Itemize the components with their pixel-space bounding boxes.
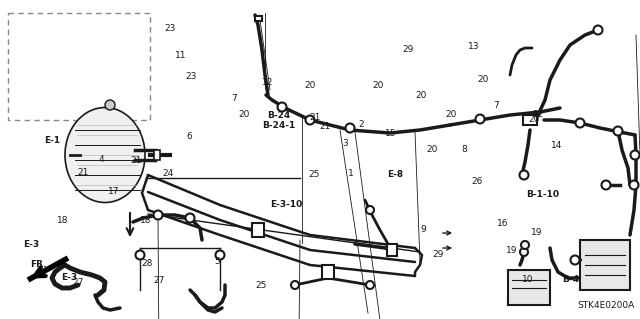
Text: 8: 8 (461, 145, 467, 154)
Bar (387, 244, 397, 256)
Circle shape (186, 213, 195, 222)
Text: 20: 20 (415, 91, 427, 100)
Text: FR.: FR. (30, 260, 47, 269)
Text: 29: 29 (403, 45, 414, 54)
Circle shape (154, 211, 163, 219)
Circle shape (305, 115, 314, 124)
Text: 7: 7 (493, 101, 499, 110)
Text: 21: 21 (131, 156, 142, 165)
Text: 12: 12 (262, 78, 273, 87)
Text: E-1: E-1 (44, 136, 61, 145)
Bar (8, 13, 150, 120)
Bar (154, 150, 160, 160)
Text: B-24-1: B-24-1 (262, 121, 295, 130)
Text: 3: 3 (343, 139, 348, 148)
Bar (580, 240, 630, 290)
Text: 18: 18 (140, 216, 152, 225)
Text: 22: 22 (532, 110, 543, 119)
Text: 11: 11 (175, 51, 186, 60)
Circle shape (346, 123, 355, 132)
Text: 28: 28 (141, 259, 153, 268)
Circle shape (366, 206, 374, 214)
Text: 9: 9 (421, 225, 426, 234)
Bar (322, 265, 334, 279)
Text: 18: 18 (57, 216, 68, 225)
Text: 27: 27 (72, 278, 84, 287)
Text: 20: 20 (372, 81, 383, 90)
Text: B-1-10: B-1-10 (526, 190, 559, 199)
Text: 20: 20 (239, 110, 250, 119)
Text: 23: 23 (185, 72, 196, 81)
Text: 2: 2 (359, 120, 364, 129)
Text: 15: 15 (385, 130, 396, 138)
Text: 19: 19 (531, 228, 542, 237)
Circle shape (602, 181, 611, 189)
Text: 5: 5 (215, 257, 220, 266)
Text: 21: 21 (309, 113, 321, 122)
Circle shape (291, 281, 299, 289)
Text: B-24: B-24 (267, 111, 290, 120)
Bar (252, 223, 264, 237)
Text: 10: 10 (522, 275, 534, 284)
Text: 27: 27 (153, 276, 164, 285)
Text: 25: 25 (308, 170, 319, 179)
Ellipse shape (65, 108, 145, 203)
Text: STK4E0200A: STK4E0200A (578, 301, 635, 310)
Text: 25: 25 (255, 281, 267, 290)
Circle shape (366, 281, 374, 289)
Circle shape (520, 248, 528, 256)
Text: B-4: B-4 (563, 275, 579, 284)
Text: 20: 20 (445, 110, 457, 119)
Circle shape (570, 256, 579, 264)
Text: 29: 29 (433, 250, 444, 259)
Circle shape (105, 100, 115, 110)
Text: E-3-10: E-3-10 (271, 200, 303, 209)
Circle shape (575, 118, 584, 128)
Bar (508, 270, 550, 305)
Text: 14: 14 (551, 141, 563, 150)
Circle shape (216, 250, 225, 259)
Bar (255, 16, 262, 20)
Circle shape (278, 102, 287, 112)
Circle shape (614, 127, 623, 136)
Circle shape (136, 250, 145, 259)
Text: 20: 20 (426, 145, 438, 154)
Text: 21: 21 (319, 122, 331, 130)
Text: E-3: E-3 (22, 241, 39, 249)
Bar (523, 115, 537, 125)
Text: E-3: E-3 (61, 273, 77, 282)
Text: 7: 7 (231, 94, 236, 103)
Circle shape (593, 26, 602, 34)
Text: 20: 20 (529, 115, 540, 124)
Text: 24: 24 (162, 169, 173, 178)
Text: 1: 1 (348, 169, 353, 178)
Text: 19: 19 (506, 246, 518, 255)
Circle shape (630, 151, 639, 160)
Text: 13: 13 (468, 42, 479, 51)
Text: 16: 16 (497, 219, 508, 228)
Text: 17: 17 (108, 187, 120, 196)
Text: E-8: E-8 (387, 170, 404, 179)
Text: 26: 26 (471, 177, 483, 186)
Text: 20: 20 (477, 75, 489, 84)
Circle shape (521, 241, 529, 249)
Text: 6: 6 (186, 132, 191, 141)
Text: 23: 23 (164, 24, 175, 33)
Circle shape (630, 181, 639, 189)
Text: 4: 4 (99, 155, 104, 164)
Text: 20: 20 (304, 81, 316, 90)
Circle shape (520, 170, 529, 180)
Text: 21: 21 (77, 168, 89, 177)
Circle shape (476, 115, 484, 123)
